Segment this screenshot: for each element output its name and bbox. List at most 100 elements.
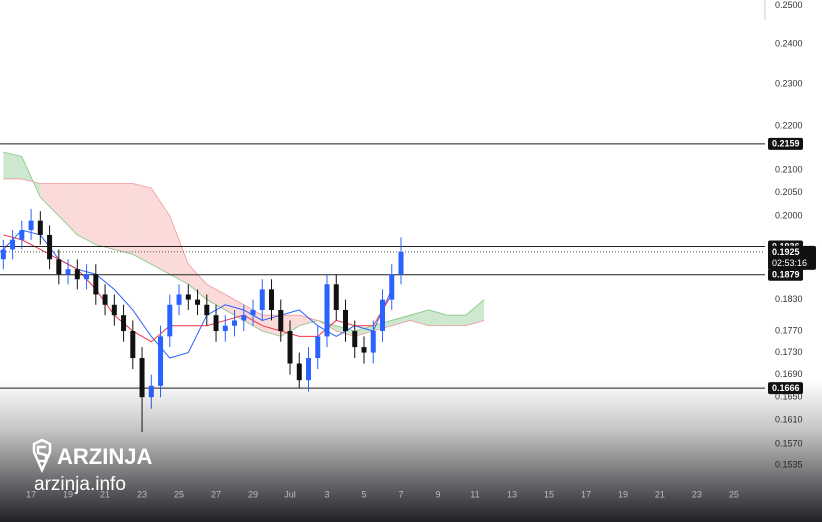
- x-tick-label: 7: [398, 489, 403, 499]
- candle-body: [259, 289, 265, 310]
- candle-body: [343, 309, 349, 332]
- candle-body: [19, 230, 25, 240]
- cloud-segment: [354, 325, 374, 337]
- candle-body: [111, 304, 117, 316]
- candle-body: [361, 347, 367, 353]
- candle-body: [158, 336, 164, 386]
- price-label-box: [768, 268, 803, 281]
- cloud-segment: [188, 264, 207, 300]
- x-tick-label: 19: [63, 489, 73, 499]
- y-tick-label: 0.1830: [775, 294, 803, 304]
- y-tick-label: 0.2100: [775, 164, 803, 174]
- candle-body: [250, 309, 256, 316]
- candle-body: [324, 284, 330, 337]
- candle-body: [232, 320, 238, 326]
- plot-area: 0.2500 0.2400 0.2300 0.2200 0.2100 0.2050 0.20…: [0, 0, 803, 470]
- x-tick-label: 21: [655, 489, 665, 499]
- brand: ARZINJA: [57, 444, 152, 469]
- x-tick-label: 9: [435, 489, 440, 499]
- countdown-label: 02:53:16: [772, 258, 807, 268]
- candle-body: [185, 294, 191, 300]
- x-tick-label: 29: [248, 489, 258, 499]
- price-label: 0.2159: [772, 139, 800, 149]
- y-tick-label: 0.2400: [775, 38, 803, 48]
- candle-body: [167, 304, 173, 337]
- candle-body: [0, 249, 6, 260]
- logo: [32, 438, 52, 474]
- logo-s: [36, 445, 48, 463]
- candle-body: [315, 336, 321, 359]
- current-price-label: 0.1925: [772, 247, 800, 257]
- candle-body: [352, 331, 358, 348]
- candle-body: [269, 289, 275, 310]
- candle-body: [398, 251, 404, 275]
- y-tick-label: 0.2300: [775, 79, 803, 89]
- cloud-segment: [465, 299, 485, 326]
- x-tick-label: 15: [544, 489, 554, 499]
- candle-body: [306, 358, 312, 381]
- x-tick-label: 23: [692, 489, 702, 499]
- y-tick-label: 0.1770: [775, 325, 803, 335]
- cloud-segment: [169, 215, 189, 285]
- cloud-segment: [206, 284, 226, 310]
- candle-body: [28, 220, 34, 231]
- y-tick-label: 0.1730: [775, 347, 803, 357]
- y-tick-label: 0.1690: [775, 369, 803, 379]
- y-tick-label: 0.2050: [775, 187, 803, 197]
- candle-body: [380, 299, 385, 332]
- price-label-box: [768, 137, 803, 150]
- y-tick-label: 0.2000: [775, 210, 803, 220]
- candle-body: [176, 294, 182, 305]
- candle-body: [333, 284, 339, 310]
- cloud-segment: [95, 183, 115, 250]
- y-tick-label: 0.2200: [775, 120, 803, 130]
- logo-shield: [32, 438, 52, 474]
- candle-body: [74, 269, 80, 280]
- candle-body: [84, 274, 90, 280]
- candle-body: [121, 315, 127, 332]
- candle-body: [93, 274, 99, 295]
- candle-body: [204, 304, 210, 316]
- candle-body: [296, 363, 302, 381]
- cloud-segment: [447, 315, 466, 326]
- candle-body: [47, 234, 53, 260]
- x-tick-label: 11: [470, 489, 479, 499]
- cloud-segment: [77, 183, 96, 245]
- x-tick-label: 25: [729, 489, 739, 499]
- bottom-fade: [0, 380, 822, 522]
- cloud-segment: [58, 183, 78, 235]
- x-tick-label: 19: [618, 489, 628, 499]
- candle-body: [222, 325, 228, 332]
- x-tick-label: 25: [174, 489, 184, 499]
- candle-body: [139, 358, 145, 398]
- cloud-segment: [132, 183, 152, 265]
- candle-body: [130, 331, 136, 359]
- candle-body: [102, 294, 108, 305]
- x-tick-label: 3: [325, 489, 330, 499]
- x-tick-label: 21: [100, 489, 110, 499]
- candle-body: [195, 299, 201, 305]
- price-label-box: [768, 382, 803, 395]
- x-tick-label: 5: [361, 489, 366, 499]
- candle-body: [213, 315, 219, 332]
- candle-body: [10, 239, 16, 250]
- overlay: 0.21590.19360.18790.16660.192502:53:1617…: [26, 137, 816, 499]
- price-label: 0.1879: [772, 270, 800, 280]
- candle-body: [370, 331, 376, 353]
- x-tick-label: Jul: [284, 489, 296, 499]
- cloud-segment: [114, 183, 133, 255]
- cloud-segment: [299, 315, 318, 326]
- candle-body: [287, 331, 293, 364]
- candle-body: [56, 259, 62, 275]
- x-tick-label: 27: [211, 489, 221, 499]
- current-label-box: [768, 245, 816, 270]
- cloud-segment: [391, 315, 411, 326]
- cloud-segment: [3, 152, 22, 179]
- cloud-segment: [40, 183, 59, 216]
- price-label: 0.1666: [772, 383, 800, 393]
- x-tick-label: 13: [507, 489, 517, 499]
- candle-body: [278, 309, 284, 332]
- x-tick-label: 17: [26, 489, 36, 499]
- cloud-segment: [262, 315, 281, 337]
- candle-body: [389, 274, 395, 300]
